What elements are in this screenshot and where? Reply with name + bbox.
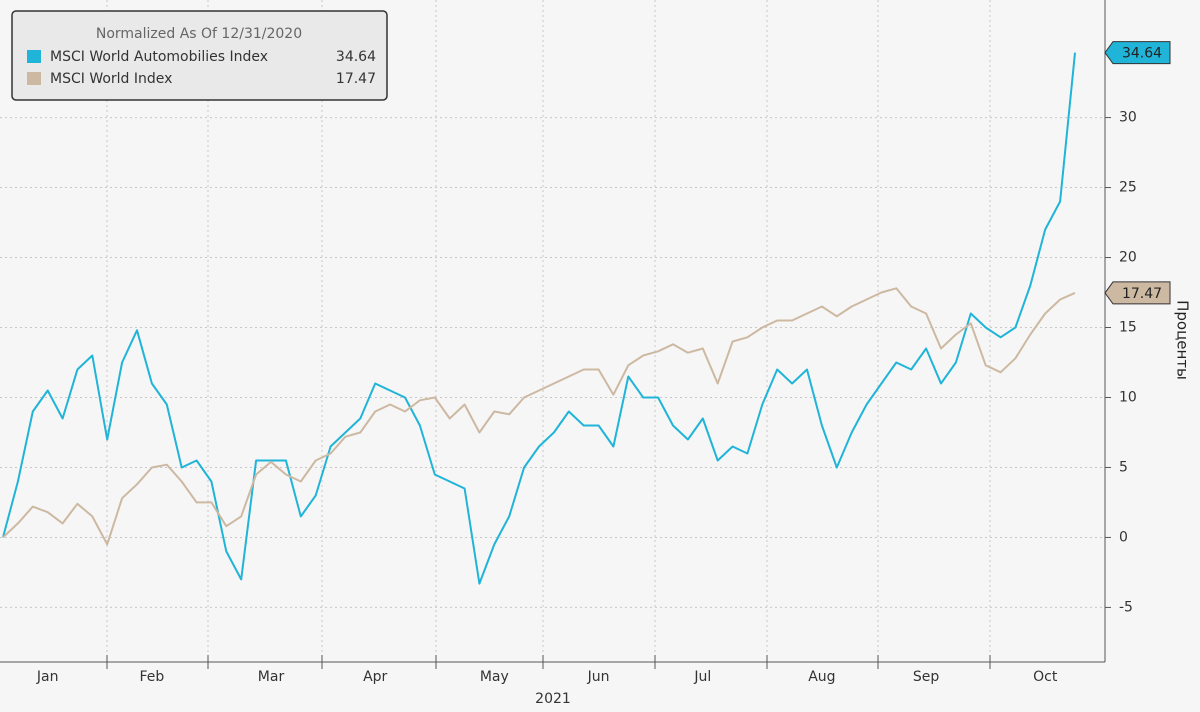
legend-value: 17.47	[336, 71, 376, 87]
x-axis-title: 2021	[535, 691, 571, 707]
y-tick-label: 25	[1119, 180, 1137, 196]
value-tag	[1104, 41, 1171, 65]
legend-label: MSCI World Index	[50, 71, 172, 87]
y-tick-label: 30	[1119, 110, 1137, 126]
x-tick-label: May	[480, 669, 509, 685]
legend-value: 34.64	[336, 49, 376, 65]
y-tick-label: 5	[1119, 459, 1128, 475]
y-tick-label: -5	[1119, 599, 1133, 615]
legend-label: MSCI World Automobilies Index	[50, 49, 268, 65]
y-tick-label: 20	[1119, 250, 1137, 266]
legend-title: Normalized As Of 12/31/2020	[96, 26, 302, 42]
legend-swatch	[27, 72, 41, 85]
x-tick-label: Apr	[363, 669, 387, 685]
x-tick-label: Oct	[1033, 669, 1058, 685]
x-tick-label: Mar	[258, 669, 285, 685]
x-tick-label: Sep	[913, 669, 940, 685]
value-tag-label: 34.64	[1122, 46, 1162, 62]
value-tag-label: 17.47	[1122, 286, 1162, 302]
legend: Normalized As Of 12/31/2020 MSCI World A…	[11, 10, 388, 101]
legend-swatch	[27, 50, 41, 63]
series-line	[2, 52, 1076, 585]
series-line	[2, 287, 1076, 546]
lines	[2, 52, 1076, 585]
x-tick-label: Jul	[693, 669, 711, 685]
x-tick-label: Feb	[139, 669, 164, 685]
last-value-tags: 34.64 17.47	[1104, 41, 1171, 305]
x-tick-label: Jan	[36, 669, 59, 685]
y-tick-label: 0	[1119, 529, 1128, 545]
x-tick-label: Aug	[808, 669, 835, 685]
x-tick-label: Jun	[587, 669, 610, 685]
y-tick-label: 15	[1119, 320, 1137, 336]
grid: -5 0 5 10 15 20 25 30	[0, 0, 1137, 669]
value-tag	[1104, 281, 1171, 305]
y-tick-label: 10	[1119, 389, 1137, 405]
y-axis-title: Проценты	[1174, 300, 1192, 380]
legend-box	[11, 10, 388, 101]
